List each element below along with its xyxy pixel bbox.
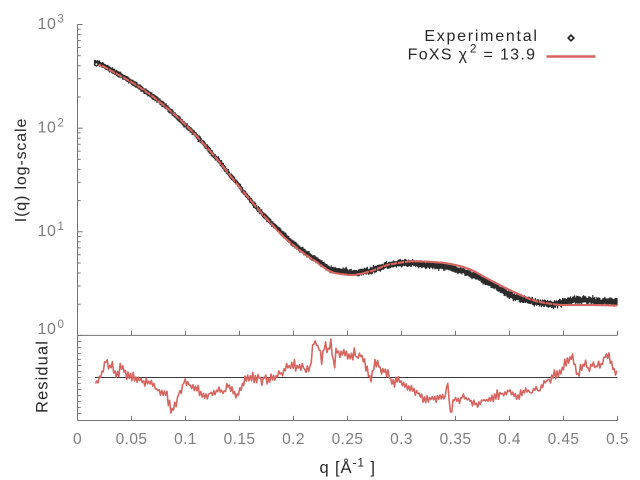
svg-text:3: 3 xyxy=(58,14,64,26)
svg-text:0.4: 0.4 xyxy=(498,431,521,448)
svg-text:10: 10 xyxy=(38,16,57,33)
svg-text:0: 0 xyxy=(58,319,64,331)
svg-text:10: 10 xyxy=(38,223,57,240)
svg-text:1: 1 xyxy=(58,221,64,233)
svg-text:I(q) log-scale: I(q) log-scale xyxy=(13,118,30,222)
svg-text:FoXS χ2 = 13.9: FoXS χ2 = 13.9 xyxy=(408,42,537,64)
svg-text:10: 10 xyxy=(38,321,57,338)
svg-text:0: 0 xyxy=(73,431,82,448)
svg-text:Residual: Residual xyxy=(34,340,52,413)
svg-text:q [Å-1 ]: q [Å-1 ] xyxy=(320,456,376,478)
svg-text:0.45: 0.45 xyxy=(548,431,580,448)
svg-text:0.3: 0.3 xyxy=(390,431,413,448)
svg-text:2: 2 xyxy=(58,117,64,129)
svg-text:0.05: 0.05 xyxy=(116,431,148,448)
svg-text:0.35: 0.35 xyxy=(440,431,472,448)
svg-text:Experimental: Experimental xyxy=(424,28,538,45)
svg-text:10: 10 xyxy=(38,120,57,137)
svg-text:0.2: 0.2 xyxy=(282,431,305,448)
svg-text:0.1: 0.1 xyxy=(174,431,197,448)
svg-text:0.5: 0.5 xyxy=(606,431,629,448)
svg-text:0.15: 0.15 xyxy=(224,431,256,448)
svg-text:0.25: 0.25 xyxy=(332,431,364,448)
